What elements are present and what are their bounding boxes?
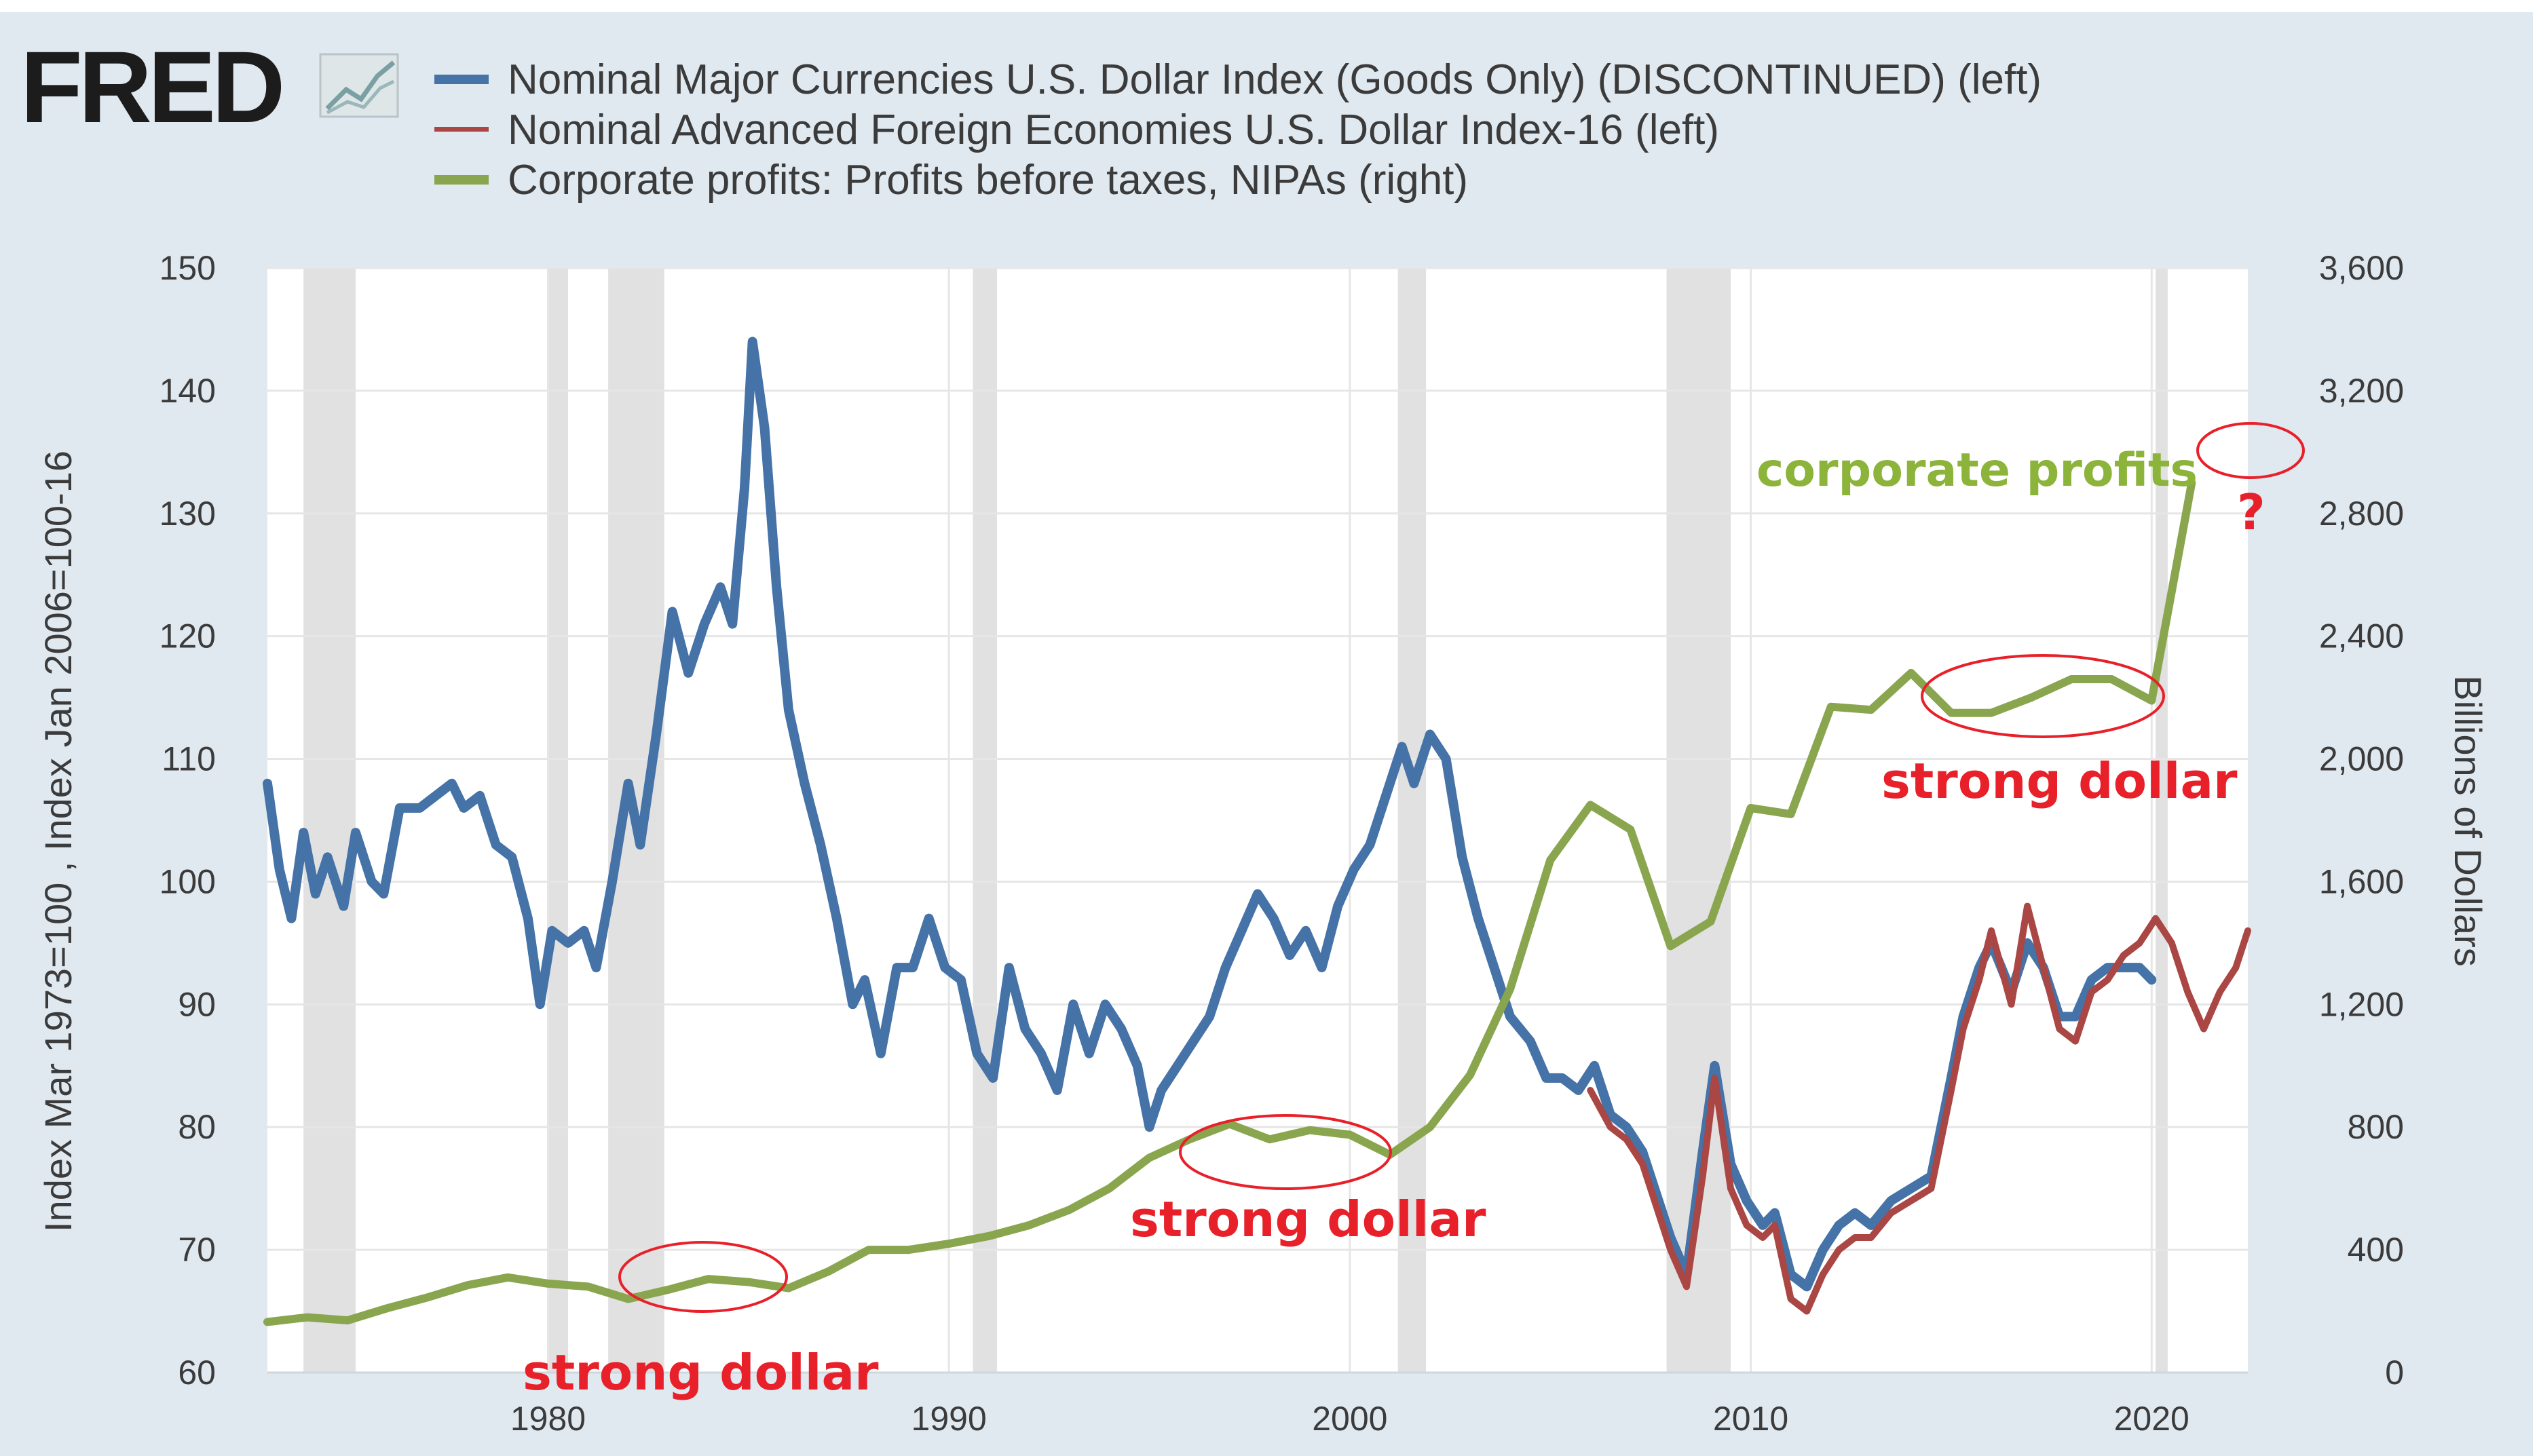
- recession-band-0: [303, 268, 356, 1373]
- series-line-1: [263, 337, 2157, 1292]
- legend-swatch-series3: [434, 175, 489, 185]
- annotation-question-mark: ?: [2237, 484, 2265, 541]
- y-left-tick-label: 120: [159, 617, 216, 655]
- y-left-tick-label: 100: [159, 862, 216, 900]
- axes: 60 70 80 90 100 110 120 130 140 150 0 400 800 1,200 1,…: [159, 249, 2404, 1438]
- x-tick-label: 2010: [1713, 1400, 1788, 1438]
- recession-band-6: [2156, 268, 2168, 1373]
- series-layer: [263, 337, 2251, 1326]
- annotation-circle-1: [618, 1241, 788, 1313]
- y-left-tick-label: 70: [178, 1231, 216, 1269]
- x-tick-label: 2000: [1312, 1400, 1387, 1438]
- y-left-tick-label: 150: [159, 249, 216, 287]
- y-right-tick-label: 1,200: [2319, 985, 2404, 1023]
- series-line-2: [1587, 902, 2251, 1315]
- recession-band-4: [1397, 268, 1427, 1373]
- legend-swatch-series2: [434, 127, 489, 132]
- y-right-tick-label: 2,000: [2319, 740, 2404, 778]
- recession-band-1: [548, 268, 569, 1373]
- legend: Nominal Major Currencies U.S. Dollar Ind…: [434, 56, 2042, 204]
- recession-shading: [303, 268, 2168, 1373]
- y-right-tick-label: 2,400: [2319, 617, 2404, 655]
- annotation-corporate-profits: corporate profits: [1756, 444, 2198, 497]
- y-right-tick-label: 3,200: [2319, 372, 2404, 410]
- annotation-strong-dollar-1: strong dollar: [523, 1344, 879, 1401]
- y-right-tick-label: 800: [2348, 1108, 2404, 1146]
- annotations: strong dollar strong dollar strong dolla…: [523, 422, 2305, 1401]
- legend-item-series1: Nominal Major Currencies U.S. Dollar Ind…: [434, 56, 2042, 103]
- line-chart-icon: [319, 53, 399, 118]
- annotation-strong-dollar-3: strong dollar: [1881, 752, 2238, 809]
- legend-swatch-series1: [434, 75, 489, 84]
- y-left-tick-label: 90: [178, 985, 216, 1023]
- x-tick-label: 1990: [911, 1400, 987, 1438]
- y-left-tick-label: 60: [178, 1354, 216, 1392]
- y-left-tick-label: 80: [178, 1108, 216, 1146]
- y-left-tick-label: 140: [159, 372, 216, 410]
- y-right-axis-title: Billions of Dollars: [2447, 675, 2489, 967]
- y-right-tick-label: 0: [2385, 1354, 2404, 1392]
- y-right-tick-label: 3,600: [2319, 249, 2404, 287]
- x-tick-label: 2020: [2114, 1400, 2189, 1438]
- annotation-circle-4: [2196, 422, 2305, 479]
- y-right-tick-label: 400: [2348, 1231, 2404, 1269]
- fred-logo: FRED: [20, 30, 399, 144]
- y-left-tick-label: 130: [159, 495, 216, 533]
- legend-item-series3: Corporate profits: Profits before taxes,…: [434, 157, 1468, 204]
- fred-logo-text: FRED: [20, 30, 282, 144]
- annotation-circle-2: [1179, 1114, 1392, 1190]
- legend-label-series3: Corporate profits: Profits before taxes,…: [508, 157, 1468, 204]
- y-right-tick-label: 1,600: [2319, 862, 2404, 900]
- x-tick-label: 1980: [510, 1400, 586, 1438]
- legend-label-series2: Nominal Advanced Foreign Economies U.S. …: [508, 107, 1719, 153]
- recession-band-3: [973, 268, 998, 1373]
- annotation-circle-3: [1921, 654, 2165, 738]
- annotation-strong-dollar-2: strong dollar: [1130, 1191, 1486, 1248]
- y-right-tick-label: 2,800: [2319, 495, 2404, 533]
- y-left-axis-title: Index Mar 1973=100 , Index Jan 2006=100-…: [37, 451, 79, 1232]
- series-line-3: [263, 478, 2196, 1326]
- legend-label-series1: Nominal Major Currencies U.S. Dollar Ind…: [508, 56, 2042, 103]
- legend-item-series2: Nominal Advanced Foreign Economies U.S. …: [434, 107, 1719, 153]
- y-left-tick-label: 110: [162, 740, 216, 778]
